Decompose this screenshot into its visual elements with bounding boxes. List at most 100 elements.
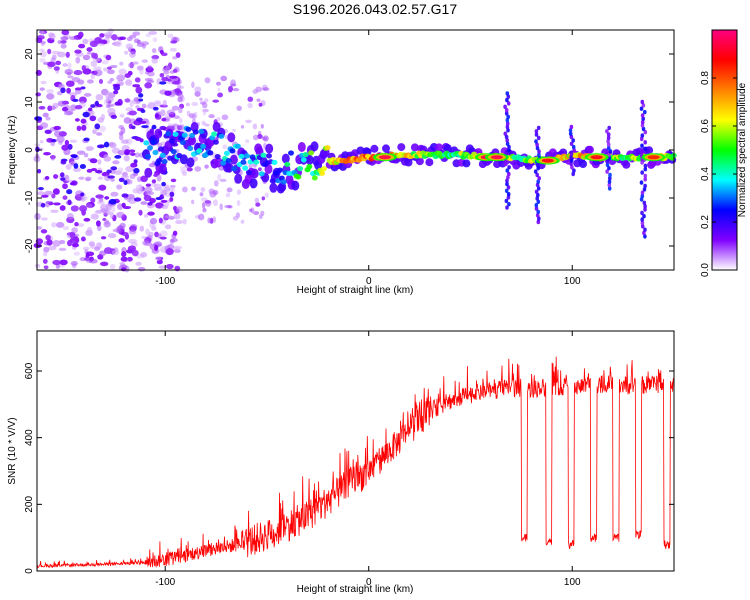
spectrogram-cell: [60, 172, 65, 178]
spectrogram-cell: [143, 186, 153, 193]
spectrogram-cell: [83, 153, 89, 158]
spectrogram-cell: [143, 140, 150, 146]
spectrogram-cell: [82, 111, 90, 118]
spectrogram-cell: [116, 74, 126, 82]
spectrogram-cell: [379, 155, 391, 160]
spectrogram-cell: [75, 56, 81, 64]
spectrogram-cell: [220, 75, 228, 82]
spectrogram-cell: [204, 164, 209, 169]
spectrogram-cell: [643, 173, 648, 179]
spectrogram-cell: [39, 58, 46, 63]
spectrogram-cell: [536, 179, 540, 184]
spectrogram-cell: [225, 192, 231, 198]
spectrogram-cell: [506, 192, 511, 197]
spectrogram-cell: [64, 68, 74, 75]
spectrogram-cell: [135, 261, 142, 266]
spectrogram-cell: [240, 124, 245, 129]
spectrogram-cell: [640, 220, 645, 226]
spectrogram-cell: [56, 135, 65, 143]
spectrogram-cell: [232, 215, 239, 221]
spectrogram-cell: [59, 239, 66, 245]
spectrogram-cell: [164, 215, 173, 219]
spectrogram-cell: [194, 166, 202, 172]
spectrogram-cell: [43, 61, 48, 66]
spectrogram-cell: [252, 134, 259, 141]
spectrogram-cell: [97, 200, 105, 205]
spectrogram-cell: [57, 83, 64, 89]
spectrogram-cell: [53, 202, 61, 206]
spectrogram-cell: [159, 194, 164, 200]
spectrogram-cell: [40, 229, 48, 234]
spectrogram-cell: [169, 197, 174, 202]
spectrogram-cell: [536, 166, 540, 171]
spectrogram-cell: [249, 178, 258, 189]
spectrogram-cell: [252, 89, 259, 94]
spectrogram-cell: [536, 209, 540, 215]
spectrogram-cell: [534, 139, 538, 144]
spectrogram-y-tick-label: 0: [24, 147, 35, 153]
spectrogram-cell: [490, 155, 503, 160]
spectrogram-cell: [324, 145, 331, 151]
colorbar-tick-label: 0.6: [700, 119, 711, 133]
spectrogram-cell: [90, 213, 99, 220]
spectrogram-cell: [119, 36, 127, 41]
spectrogram-cell: [506, 185, 511, 190]
spectrogram-cell: [41, 194, 49, 198]
spectrogram-cell: [83, 92, 92, 97]
snr-x-ticks: -100 0 100: [155, 331, 581, 588]
spectrogram-cell: [130, 224, 138, 230]
spectrogram-cell: [94, 100, 99, 107]
spectrogram-cell: [569, 155, 573, 160]
spectrogram-cell: [608, 172, 612, 178]
spectrogram-cell: [507, 202, 511, 207]
spectrogram-cell: [161, 158, 168, 165]
spectrogram-cell: [177, 106, 183, 114]
spectrogram-cell: [123, 155, 130, 162]
spectrogram-cell: [505, 91, 510, 96]
spectrogram-cell: [124, 149, 131, 155]
spectrogram-cell: [177, 93, 184, 100]
spectrogram-cell: [319, 170, 326, 176]
spectrogram-cell: [153, 173, 159, 177]
spectrogram-cell: [37, 187, 44, 191]
spectrogram-cell: [79, 163, 87, 170]
spectrogram-cell: [196, 148, 203, 154]
spectrogram-cell: [171, 80, 181, 85]
spectrogram-cell: [227, 132, 236, 143]
spectrogram-cell: [209, 217, 214, 224]
spectrogram-cell: [571, 171, 575, 177]
spectrogram-cell: [159, 125, 167, 131]
spectrogram-cell: [622, 160, 631, 169]
spectrogram-cell: [65, 163, 72, 170]
spectrogram-cell: [144, 167, 153, 178]
spectrogram-cell: [608, 176, 612, 181]
spectrogram-cell: [265, 143, 274, 154]
spectrogram-cell: [117, 167, 124, 173]
spectrogram-cell: [67, 62, 72, 70]
spectrogram-cell: [229, 154, 238, 165]
spectrogram-cell: [305, 154, 314, 165]
spectrogram-cell: [48, 105, 56, 111]
spectrogram-cell: [397, 143, 406, 152]
spectrogram-cell: [247, 96, 254, 102]
spectrogram-cell: [226, 187, 233, 193]
spectrogram-cell: [643, 163, 648, 168]
spectrogram-cell: [40, 122, 49, 129]
spectrogram-cell: [144, 82, 153, 89]
spectrogram-cell: [62, 195, 68, 200]
spectrogram-cell: [217, 173, 222, 181]
spectrogram-cell: [97, 176, 104, 180]
spectrogram-cell: [179, 154, 188, 165]
spectrogram-cell: [147, 79, 155, 84]
spectrogram-cell: [295, 174, 302, 180]
spectrogram-cell: [382, 144, 390, 153]
spectrogram-cell: [145, 120, 150, 126]
spectrogram-cell: [96, 242, 103, 249]
spectrogram-cell: [120, 256, 128, 262]
spectrogram-cell: [74, 222, 79, 227]
spectrogram-cell: [504, 111, 509, 116]
spectrogram-cell: [211, 131, 218, 137]
spectrogram-cell: [535, 182, 540, 188]
spectrogram-cell: [167, 33, 174, 39]
